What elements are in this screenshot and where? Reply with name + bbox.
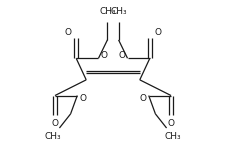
Text: O: O: [154, 28, 161, 37]
Text: CH₃: CH₃: [99, 7, 115, 16]
Text: O: O: [118, 51, 125, 60]
Text: O: O: [51, 119, 58, 128]
Text: CH₃: CH₃: [164, 132, 181, 141]
Text: O: O: [79, 94, 86, 103]
Text: O: O: [100, 51, 107, 60]
Text: O: O: [139, 94, 146, 103]
Text: O: O: [64, 28, 71, 37]
Text: CH₃: CH₃: [44, 132, 61, 141]
Text: CH₃: CH₃: [110, 7, 126, 16]
Text: O: O: [167, 119, 174, 128]
